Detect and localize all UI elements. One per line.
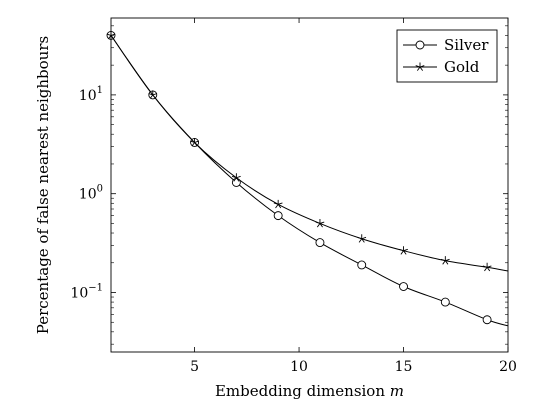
- gold-data-point: [148, 90, 158, 99]
- series-layer: [106, 30, 509, 327]
- legend-label-silver: Silver: [444, 36, 489, 54]
- series-gold: [106, 30, 509, 272]
- x-axis-label-text: Embedding dimension: [215, 382, 390, 400]
- gold-data-point: [357, 234, 367, 243]
- gold-data-point: [399, 246, 408, 255]
- legend-marker-silver: [415, 40, 425, 50]
- x-axis-label: Embedding dimension m: [215, 382, 404, 400]
- gold-data-point: [231, 173, 241, 182]
- x-tick-label: 20: [499, 359, 517, 375]
- silver-data-point: [399, 282, 408, 291]
- y-tick-label: 100: [79, 184, 103, 203]
- gold-data-point: [482, 262, 492, 272]
- legend-label-gold: Gold: [444, 58, 480, 76]
- legend: Silver Gold: [396, 29, 498, 83]
- y-tick-label: 10−1: [70, 283, 103, 302]
- legend-box: [396, 29, 498, 83]
- y-tick-label: 101: [79, 85, 103, 104]
- x-tick-label: 10: [290, 359, 308, 375]
- x-tick-label: 15: [395, 359, 413, 375]
- gold-data-point: [315, 218, 325, 228]
- silver-data-point: [315, 238, 325, 248]
- silver-data-point: [273, 211, 283, 221]
- silver-data-point: [482, 315, 492, 325]
- plot-frame: [110, 17, 509, 353]
- silver-data-point: [357, 260, 367, 270]
- y-axis-label: Percentage of false nearest neighbours: [34, 36, 52, 334]
- x-axis-label-var: m: [390, 382, 404, 400]
- ticks-layer: 5 10 15 20 10−1 100 101: [70, 18, 517, 375]
- x-tick-label: 5: [190, 359, 199, 375]
- silver-data-point: [440, 297, 450, 307]
- gold-data-point: [440, 256, 450, 265]
- legend-marker-gold: [415, 62, 425, 71]
- gold-data-point: [190, 137, 199, 147]
- gold-data-point: [273, 199, 283, 209]
